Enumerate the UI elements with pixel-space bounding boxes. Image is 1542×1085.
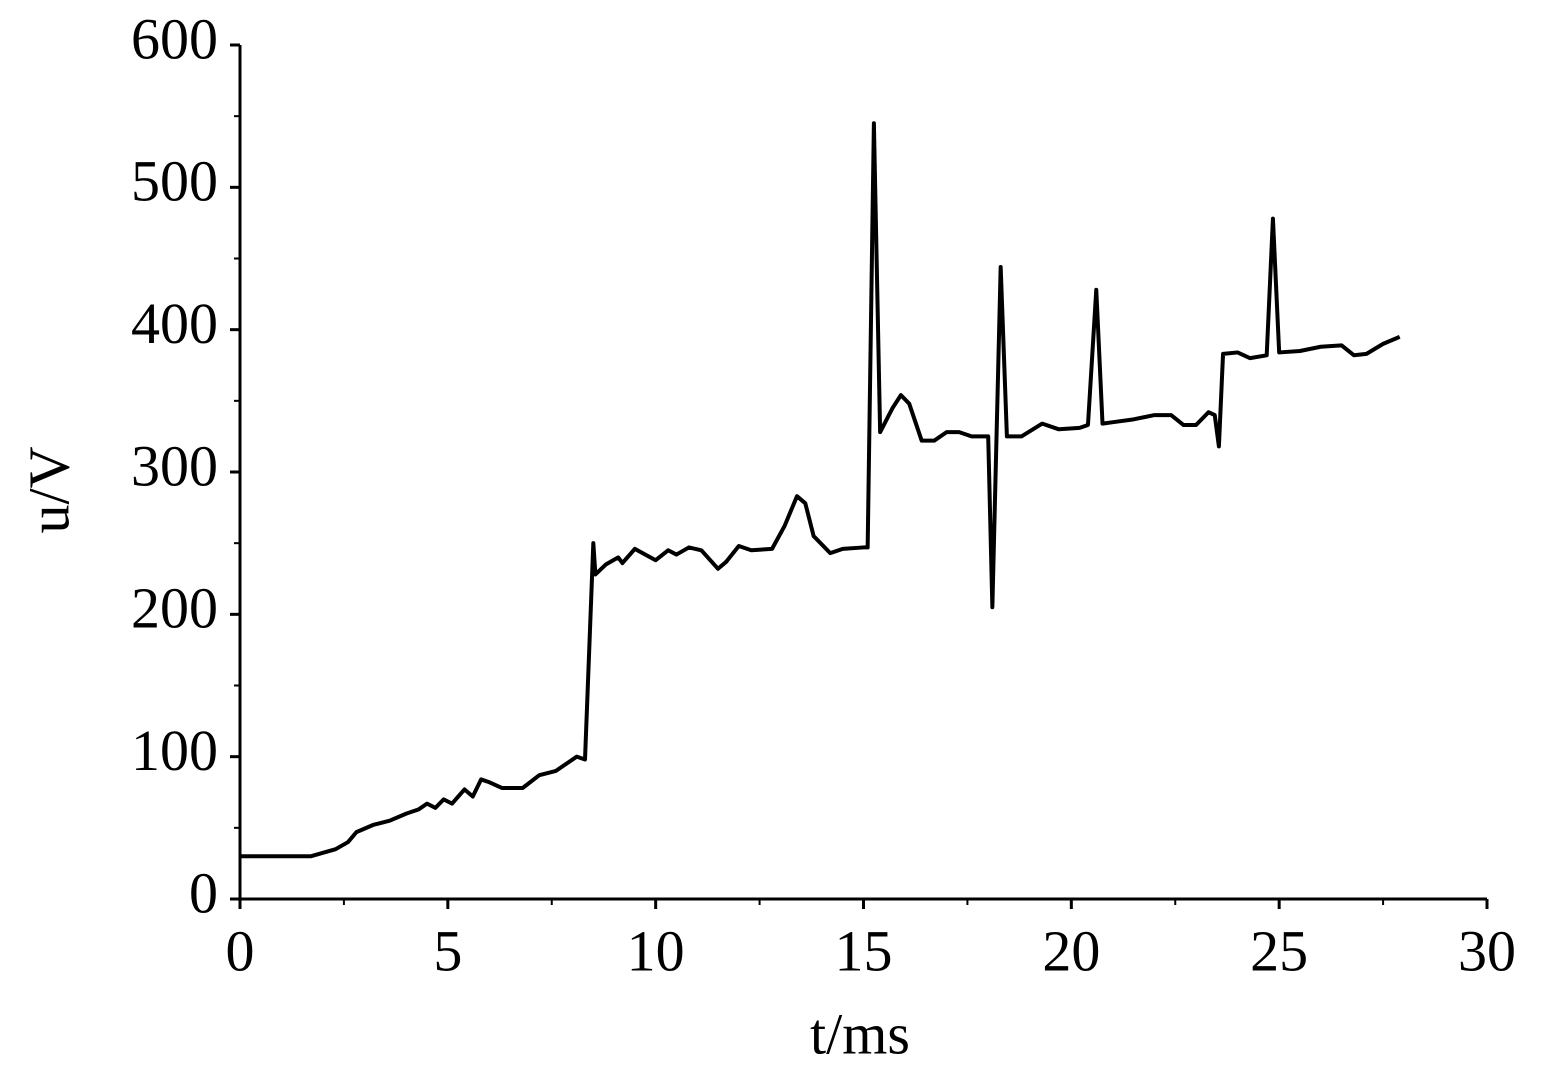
y-tick-label: 200 bbox=[131, 576, 218, 641]
x-tick-label: 0 bbox=[226, 918, 255, 983]
x-tick-label: 10 bbox=[627, 918, 685, 983]
x-tick-label: 20 bbox=[1042, 918, 1100, 983]
y-tick-label: 300 bbox=[131, 433, 218, 498]
x-tick-label: 5 bbox=[433, 918, 462, 983]
x-axis-label: t/ms bbox=[810, 1001, 910, 1066]
y-axis-label: u/V bbox=[16, 446, 81, 533]
y-tick-label: 600 bbox=[131, 6, 218, 71]
y-tick-label: 400 bbox=[131, 291, 218, 356]
x-tick-label: 30 bbox=[1458, 918, 1516, 983]
data-line bbox=[240, 121, 1401, 859]
y-tick-label: 100 bbox=[131, 718, 218, 783]
x-tick-label: 15 bbox=[835, 918, 893, 983]
y-tick-label: 500 bbox=[131, 149, 218, 214]
x-tick-label: 25 bbox=[1250, 918, 1308, 983]
y-tick-label: 0 bbox=[189, 860, 218, 925]
